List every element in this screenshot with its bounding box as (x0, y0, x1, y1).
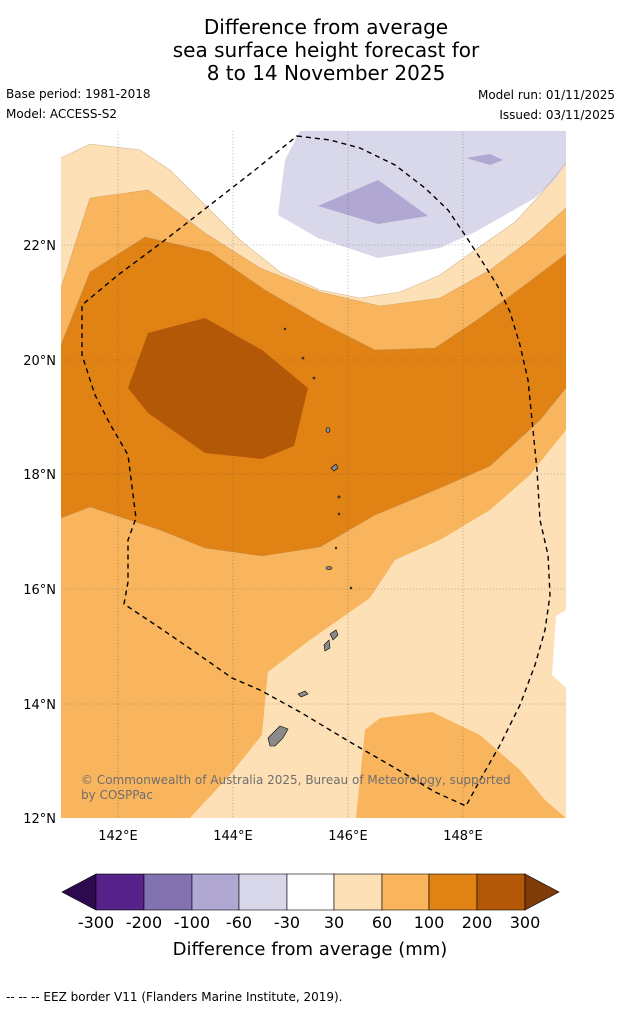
colorbar-segment-neg-100-60 (191, 873, 240, 911)
lon-label-148e: 148°E (443, 829, 483, 844)
lat-label-16n: 16°N (23, 583, 56, 598)
colorbar-segment-neg-60-30 (238, 873, 288, 911)
longitude-axis: 142°E 144°E 146°E 148°E (98, 829, 483, 844)
copyright-line-1: © Commonwealth of Australia 2025, Bureau… (81, 773, 511, 787)
colorbar-segment-neg-200-100 (143, 873, 193, 911)
lon-label-144e: 144°E (213, 829, 253, 844)
colorbar-arrow-high (524, 873, 560, 911)
anomaly-band-neg-60-100-small (466, 154, 503, 165)
latitude-axis: 22°N 20°N 18°N 16°N 14°N 12°N (23, 239, 56, 827)
model-run-label: Model run: 01/11/2025 (477, 88, 615, 102)
colorbar-arrow-low (61, 873, 97, 911)
colorbar-label: 200 (462, 913, 493, 932)
colorbar: -300 -200 -100 -60 -30 30 60 100 200 300… (61, 873, 560, 960)
graticule (61, 131, 566, 818)
colorbar-label: 100 (414, 913, 445, 932)
colorbar-label: 30 (324, 913, 344, 932)
anomaly-band-neg-60-100 (318, 180, 428, 224)
anomaly-band-30-60-south (190, 430, 566, 818)
title-line-3: 8 to 14 November 2025 (206, 61, 446, 85)
colorbar-label: -300 (78, 913, 114, 932)
lat-label-12n: 12°N (23, 812, 56, 827)
colorbar-segment-neg-300-200 (95, 873, 145, 911)
colorbar-label: -200 (126, 913, 162, 932)
colorbar-label: 60 (372, 913, 392, 932)
lat-label-18n: 18°N (23, 468, 56, 483)
colorbar-segment-30-60 (333, 873, 383, 911)
anomaly-band-100-200 (61, 237, 566, 556)
eez-border-note: -- -- -- EEZ border V11 (Flanders Marine… (6, 990, 343, 1004)
title-line-1: Difference from average (203, 15, 449, 39)
lon-label-146e: 146°E (328, 829, 368, 844)
anomaly-band-neutral-east (552, 610, 566, 688)
eez-border (81, 135, 551, 807)
chart-title: Difference from average sea surface heig… (0, 16, 621, 85)
issued-label: Issued: 03/11/2025 (499, 108, 615, 122)
model-label: Model: ACCESS-S2 (6, 107, 118, 121)
copyright-line-2: by COSPPac (81, 788, 153, 802)
colorbar-segment-200-300 (476, 873, 526, 911)
colorbar-segment-neutral (286, 873, 335, 911)
base-period-label: Base period: 1981-2018 (6, 87, 151, 101)
title-line-2: sea surface height forecast for (172, 38, 480, 62)
colorbar-label: 300 (510, 913, 541, 932)
lat-label-22n: 22°N (23, 239, 56, 254)
colorbar-segment-60-100 (381, 873, 430, 911)
colorbar-segment-100-200 (428, 873, 478, 911)
lon-label-142e: 142°E (98, 829, 138, 844)
lat-label-14n: 14°N (23, 698, 56, 713)
lat-label-20n: 20°N (23, 354, 56, 369)
anomaly-band-60-100-south (356, 712, 566, 818)
map-panel: © Commonwealth of Australia 2025, Bureau… (61, 131, 566, 818)
colorbar-label: -60 (226, 913, 252, 932)
islands (267, 327, 353, 747)
anomaly-band-200-300 (128, 318, 308, 459)
colorbar-title: Difference from average (mm) (173, 939, 448, 960)
colorbar-label: -30 (274, 913, 300, 932)
colorbar-label: -100 (174, 913, 210, 932)
